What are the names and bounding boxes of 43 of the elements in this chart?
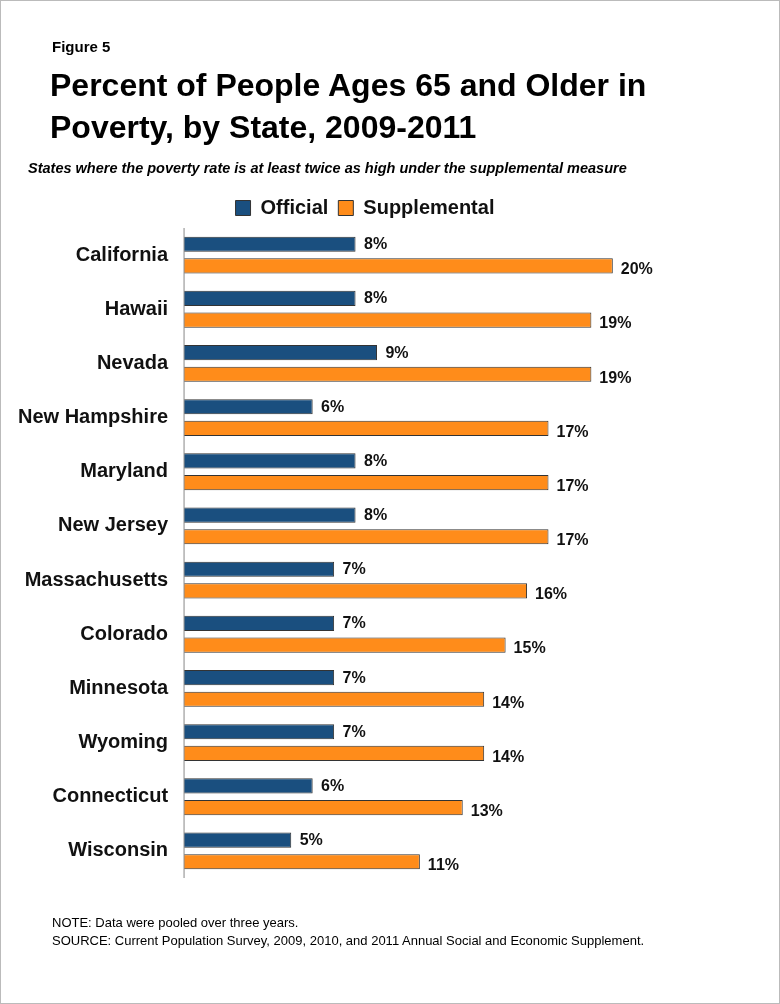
y-tick-label: Massachusetts [24,567,169,590]
data-label: 17% [556,476,589,494]
y-tick-label: New Hampshire [17,405,169,428]
y-tick-label: Wisconsin [68,838,169,861]
data-label: 16% [535,585,568,603]
data-label: 7% [342,722,366,740]
data-label: 14% [492,747,525,765]
y-tick-label: New Jersey [57,513,169,536]
data-label: 20% [620,260,653,278]
data-label: 14% [492,693,525,711]
data-label: 13% [470,801,503,819]
caption: Figure 5 [52,38,111,55]
data-label: 17% [556,531,589,549]
data-label: 8% [363,289,388,307]
y-tick-label: Minnesota [69,675,169,698]
y-tick-label: Connecticut [52,784,169,807]
data-label: 6% [321,776,345,794]
data-label: 17% [556,422,589,440]
chart-title: Percent of People Ages 65 and Older in Poverty, by State, 2009-2011 [50,66,648,147]
y-tick-label: Hawaii [104,296,169,319]
y-tick-label: Maryland [80,459,169,482]
data-label: 6% [321,397,345,415]
data-label: 8% [363,235,388,253]
data-label: 8% [363,451,388,469]
text: NOTE: Data were pooled over three years. [52,914,300,932]
data-label: 11% [427,856,460,874]
legend-label: Official [260,195,329,218]
y-tick-label: Colorado [80,621,169,644]
chart-subtitle: States where the poverty rate is at least twice as high under the supplemental measure [28,160,628,176]
legend-label: Supplemental [363,195,495,218]
data-label: 19% [599,314,632,332]
data-label: 9% [385,343,409,361]
data-label: 5% [299,831,323,849]
data-label: 7% [342,560,366,578]
source-note: SOURCE: Current Population Survey, 2009, 2010, and 2011 Annual Social and Economic Supplement. [52,932,646,950]
data-label: 19% [599,368,632,386]
y-tick-label: California [75,242,169,265]
y-tick-label: Nevada [96,350,169,373]
y-tick-label: Wyoming [78,730,169,753]
data-label: 7% [342,668,366,686]
data-label: 8% [363,506,388,524]
data-label: 15% [513,639,546,657]
data-label: 7% [342,614,366,632]
